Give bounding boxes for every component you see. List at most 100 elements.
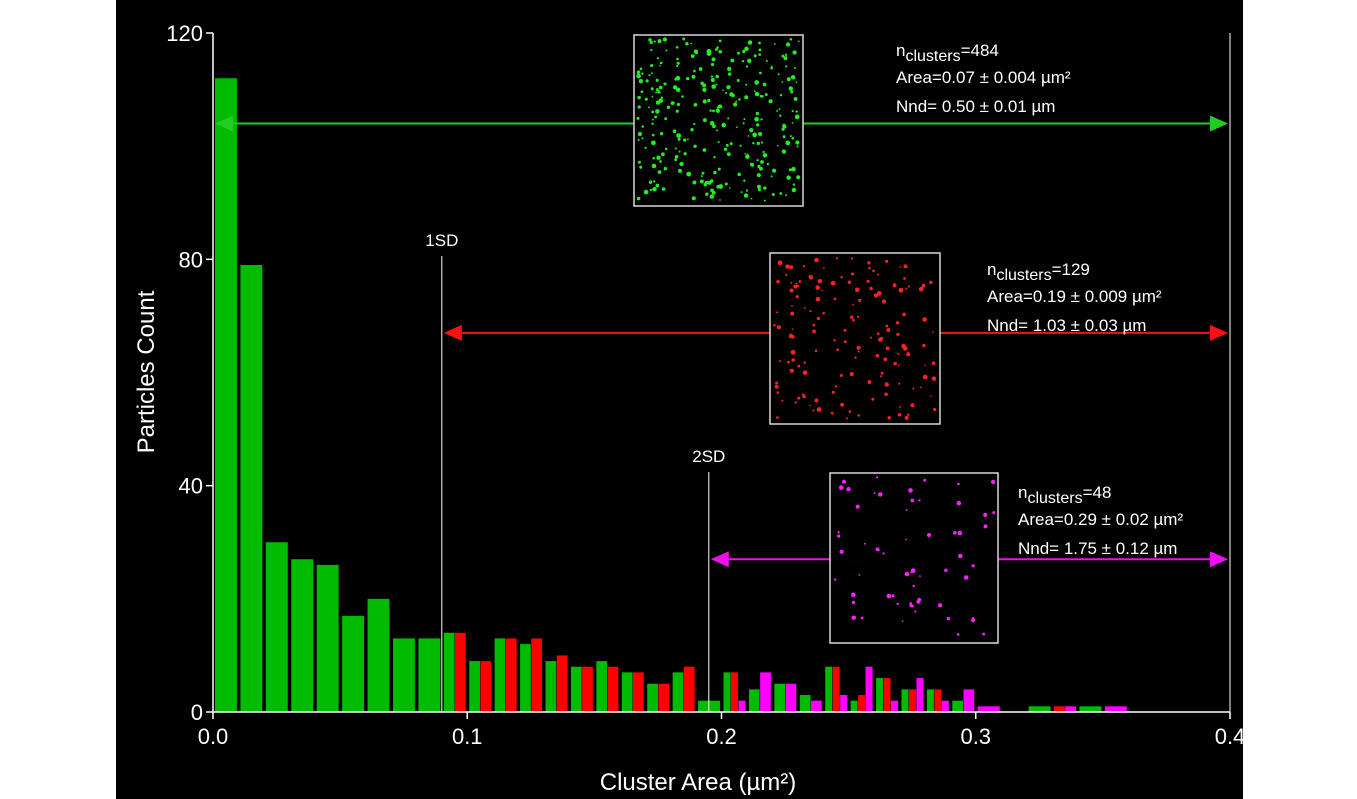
histogram-bar-0-25 <box>850 700 858 712</box>
inset-dot <box>833 297 837 301</box>
inset-dot <box>678 138 681 142</box>
inset-dot <box>778 108 781 111</box>
inset-dot <box>793 67 796 69</box>
inset-dot <box>956 633 960 636</box>
inset-dot <box>823 266 825 269</box>
inset-dot <box>776 325 781 330</box>
histogram-bar-2-6 <box>891 700 898 712</box>
inset-dot <box>773 43 776 45</box>
inset-dot <box>651 133 655 137</box>
inset-dot <box>651 140 656 146</box>
inset-dot <box>842 479 847 484</box>
inset-dot <box>895 321 900 325</box>
inset-dot <box>789 135 792 138</box>
y-tick-label-1: 40 <box>179 474 203 499</box>
histogram-bar-0-6 <box>367 598 390 712</box>
inset-dot <box>834 385 838 388</box>
x-tick-label-3: 0.3 <box>960 724 991 749</box>
inset-dot <box>658 98 664 103</box>
inset-dot <box>872 269 875 273</box>
inset-dot <box>786 77 791 82</box>
inset-dot <box>906 352 911 357</box>
inset-dot <box>724 182 728 186</box>
inset-dot <box>747 40 753 45</box>
inset-dot <box>785 273 788 276</box>
inset-dot <box>873 293 879 298</box>
inset-dot <box>788 86 794 91</box>
inset-dot <box>836 348 840 352</box>
histogram-bar-0-4 <box>316 564 339 712</box>
inset-dot <box>737 172 741 177</box>
inset-dot <box>776 416 779 419</box>
inset-dot <box>904 415 909 420</box>
histogram-bar-1-4 <box>556 655 568 712</box>
inset-dot <box>881 299 887 304</box>
inset-dot <box>916 599 921 604</box>
inset-dot <box>749 128 754 133</box>
inset-dot <box>756 123 760 127</box>
inset-dot <box>718 104 723 109</box>
histogram-bar-1-8 <box>658 683 670 712</box>
annotation-count-1: nclusters=129 <box>987 260 1090 284</box>
inset-dot <box>747 58 752 63</box>
inset-dot <box>676 61 680 65</box>
inset-dot <box>736 126 738 128</box>
inset-dot <box>636 116 640 120</box>
inset-dot <box>785 140 791 146</box>
inset-dot <box>854 356 857 359</box>
inset-dot <box>777 260 783 266</box>
histogram-bar-0-23 <box>799 695 811 712</box>
inset-dot <box>729 142 733 146</box>
inset-dot <box>661 187 666 191</box>
y-axis-title: Particles Count <box>133 290 160 453</box>
annotation-area-0: Area=0.07 ± 0.004 µm² <box>896 68 1071 87</box>
inset-dot <box>641 137 644 140</box>
inset-dot <box>796 145 799 148</box>
inset-dot <box>785 65 788 68</box>
inset-frame-2 <box>829 472 999 644</box>
inset-dot <box>814 257 819 263</box>
inset-dot <box>662 37 668 42</box>
inset-dot <box>648 74 651 77</box>
inset-dot <box>866 279 870 283</box>
inset-dot <box>704 180 709 185</box>
inset-dot <box>756 158 759 162</box>
inset-dot <box>727 117 730 120</box>
range-arrow-head-right-2 <box>1210 551 1228 568</box>
inset-dot <box>659 65 661 67</box>
inset-dot <box>869 286 873 291</box>
inset-dot <box>847 280 852 285</box>
inset-dot <box>897 352 900 355</box>
histogram-bar-0-21 <box>748 689 760 712</box>
inset-dot <box>740 191 743 194</box>
inset-dot <box>778 360 781 363</box>
histogram-bar-2-12 <box>1104 706 1127 712</box>
inset-dot <box>775 381 779 385</box>
inset-dot <box>702 87 707 93</box>
inset-dot <box>719 199 721 201</box>
inset-dot <box>766 162 770 166</box>
inset-dot <box>850 272 855 276</box>
inset-dot <box>736 78 740 83</box>
inset-dot <box>887 416 891 420</box>
inset-dot <box>759 94 763 98</box>
inset-dot <box>815 296 821 302</box>
inset-dot <box>957 530 963 536</box>
inset-dot <box>744 46 749 52</box>
inset-dot <box>883 357 888 362</box>
inset-dot <box>710 62 715 67</box>
inset-dot <box>637 139 640 141</box>
inset-dot <box>860 616 864 620</box>
inset-dot <box>709 120 715 126</box>
inset-dot <box>983 524 988 529</box>
inset-dot <box>679 161 684 167</box>
inset-dot <box>831 390 835 394</box>
inset-dot <box>721 122 727 128</box>
inset-dot <box>690 42 693 45</box>
x-tick-label-1: 0.1 <box>452 724 483 749</box>
inset-dot <box>758 41 761 45</box>
inset-dot <box>957 482 960 486</box>
inset-dot <box>745 189 749 192</box>
annotation-count-2: nclusters=48 <box>1018 483 1111 507</box>
inset-dot <box>857 350 860 353</box>
